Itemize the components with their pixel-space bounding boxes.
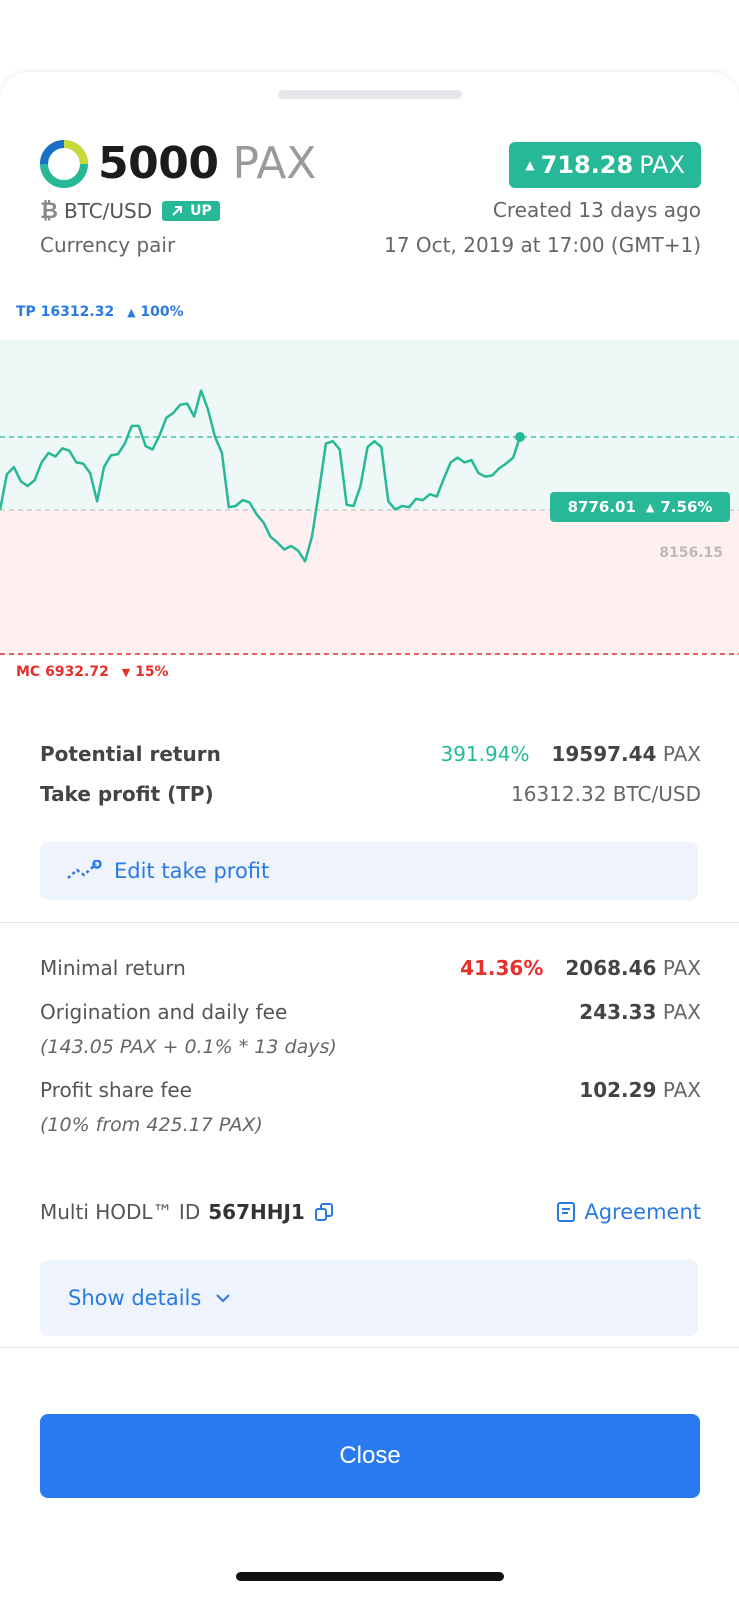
minimal-return-currency: PAX: [662, 956, 701, 980]
show-details-label: Show details: [68, 1286, 202, 1310]
profit-share-row: Profit share fee 102.29 PAX: [40, 1078, 701, 1102]
current-price-pct: 7.56%: [660, 498, 713, 516]
section-divider: [0, 922, 739, 923]
take-profit-label-text: Take profit (TP): [40, 782, 214, 806]
profit-value: 718.28: [540, 151, 634, 179]
price-series-line: [0, 389, 522, 563]
home-indicator[interactable]: [236, 1572, 504, 1581]
profit-share-label: Profit share fee: [40, 1078, 192, 1102]
loss-zone: [0, 509, 739, 654]
tp-value: TP 16312.32: [16, 304, 115, 320]
potential-return-pct: 391.94%: [440, 742, 530, 766]
profit-share-detail: (10% from 425.17 PAX): [40, 1114, 263, 1136]
mc-pct: 15%: [135, 664, 169, 680]
fee-currency: PAX: [662, 1000, 701, 1024]
take-profit-value: 16312.32 BTC/USD: [511, 782, 701, 806]
direction-label: UP: [190, 203, 212, 219]
hodl-id-value: 567HHJ1: [208, 1200, 305, 1224]
profit-share-detail-row: (10% from 425.17 PAX): [40, 1114, 701, 1136]
potential-return-row: Potential return 391.94% 19597.44 PAX: [40, 742, 701, 766]
triangle-up-icon: ▲: [645, 500, 655, 514]
profit-zone: [0, 340, 739, 510]
fee-detail: (143.05 PAX + 0.1% * 13 days): [40, 1036, 337, 1058]
currency-pair-label: Currency pair: [40, 233, 176, 257]
sheet-grabber[interactable]: [278, 90, 462, 99]
amount-value: 5000: [98, 138, 219, 189]
bottom-sheet: 5000 PAX ▲ 718.28 PAX ₿ BTC/USD UP Creat…: [0, 72, 739, 1600]
currency-pair-row: ₿ BTC/USD UP: [40, 198, 220, 224]
arrow-up-right-icon: [172, 206, 183, 216]
open-price-label: 8156.15: [659, 545, 723, 561]
edit-take-profit-label: Edit take profit: [114, 859, 270, 883]
footer-divider: [0, 1347, 739, 1348]
bitcoin-icon: ₿: [40, 199, 58, 224]
take-profit-row: Take profit (TP) 16312.32 BTC/USD: [40, 782, 701, 806]
agreement-label: Agreement: [584, 1200, 701, 1224]
profit-share-value: 102.29: [579, 1078, 657, 1102]
current-price-badge: 8776.01 ▲ 7.56%: [550, 492, 730, 522]
pax-logo-icon: [40, 139, 88, 188]
pair-value: BTC/USD: [63, 199, 153, 223]
hodl-id-row: Multi HODL™ ID 567HHJ1: [40, 1200, 335, 1224]
potential-return-value: 19597.44: [551, 742, 657, 766]
potential-return-label: Potential return: [40, 742, 221, 766]
amount-currency: PAX: [232, 138, 317, 189]
current-price-value: 8776.01: [567, 498, 636, 516]
minimal-return-value: 2068.46: [565, 956, 657, 980]
chevron-down-icon: [216, 1294, 231, 1303]
hodl-id-label: Multi HODL™ ID: [40, 1200, 201, 1224]
edit-take-profit-button[interactable]: Edit take profit: [40, 842, 698, 900]
minimal-return-pct: 41.36%: [460, 956, 544, 980]
document-icon: [557, 1202, 576, 1222]
price-chart: [0, 340, 739, 655]
profit-badge: ▲ 718.28 PAX: [509, 142, 701, 188]
profit-currency: PAX: [639, 151, 685, 179]
close-button[interactable]: Close: [40, 1414, 700, 1498]
tp-pct: 100%: [140, 304, 184, 320]
created-ago: Created 13 days ago: [492, 198, 701, 222]
triangle-up-icon: ▲: [127, 306, 136, 319]
show-details-button[interactable]: Show details: [40, 1260, 698, 1336]
triangle-down-icon: ▼: [121, 666, 131, 679]
fee-label: Origination and daily fee: [40, 1000, 288, 1024]
potential-return-currency: PAX: [662, 742, 701, 766]
profit-share-currency: PAX: [662, 1078, 701, 1102]
created-date: 17 Oct, 2019 at 17:00 (GMT+1): [384, 233, 701, 257]
fee-row: Origination and daily fee 243.33 PAX: [40, 1000, 701, 1024]
investment-amount: 5000 PAX: [40, 138, 316, 189]
trend-chart-icon: [67, 860, 102, 879]
fee-value: 243.33: [579, 1000, 657, 1024]
fee-detail-row: (143.05 PAX + 0.1% * 13 days): [40, 1036, 701, 1058]
mc-value: MC 6932.72: [16, 664, 109, 680]
take-profit-label: TP 16312.32 ▲ 100%: [16, 304, 184, 320]
direction-badge: UP: [162, 201, 220, 221]
minimal-return-row: Minimal return 41.36% 2068.46 PAX: [40, 956, 701, 980]
copy-icon[interactable]: [313, 1201, 335, 1223]
minimal-return-label: Minimal return: [40, 956, 186, 980]
triangle-up-icon: ▲: [525, 158, 535, 172]
current-price-dot: [515, 432, 525, 443]
margin-call-label: MC 6932.72 ▼ 15%: [16, 664, 169, 680]
agreement-link[interactable]: Agreement: [556, 1200, 701, 1224]
